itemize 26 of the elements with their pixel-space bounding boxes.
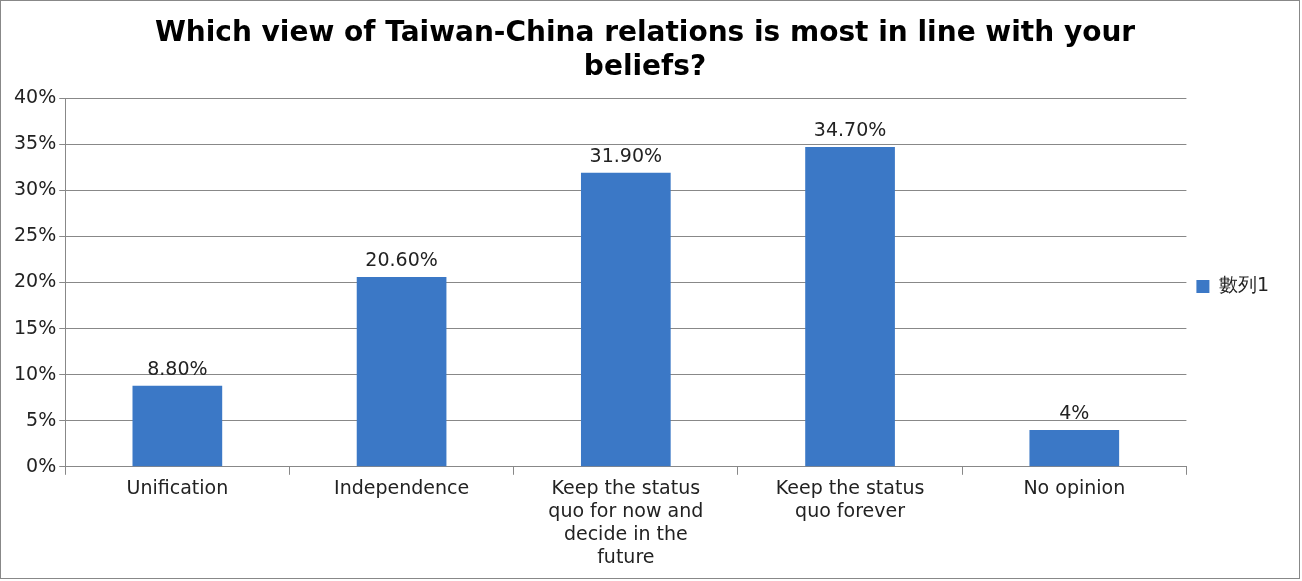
data-label: 34.70% [813,118,887,141]
data-label: 20.60% [365,248,438,271]
x-tick-label: Independence [334,476,470,499]
bar [580,172,671,467]
bar [132,385,223,467]
data-label: 8.80% [147,357,208,380]
y-tick-label: 10% [14,361,57,384]
bar [356,276,447,467]
bar [805,147,895,467]
x-tick-label: Keep the status quo for now and decide in the future [548,476,704,567]
legend-label: 數列1 [1218,273,1270,296]
y-tick-label: 35% [14,131,57,154]
data-label: 4% [1059,401,1090,424]
y-tick-label: 25% [14,223,57,246]
x-tick-label: Unification [126,476,229,499]
bar [1029,429,1120,467]
y-tick-label: 15% [14,315,57,338]
y-tick-label: 0% [26,453,57,476]
y-tick-label: 30% [14,177,57,200]
y-tick-label: 20% [14,269,57,292]
y-tick-label: 5% [26,407,57,430]
x-tick-label: No opinion [1023,476,1126,499]
chart-title: Which view of Taiwan-China relations is most in line with your beliefs? [154,15,1136,82]
x-tick-label: Keep the status quo forever [775,476,925,521]
y-tick-label: 40% [14,85,57,108]
data-label: 31.90% [589,144,663,167]
